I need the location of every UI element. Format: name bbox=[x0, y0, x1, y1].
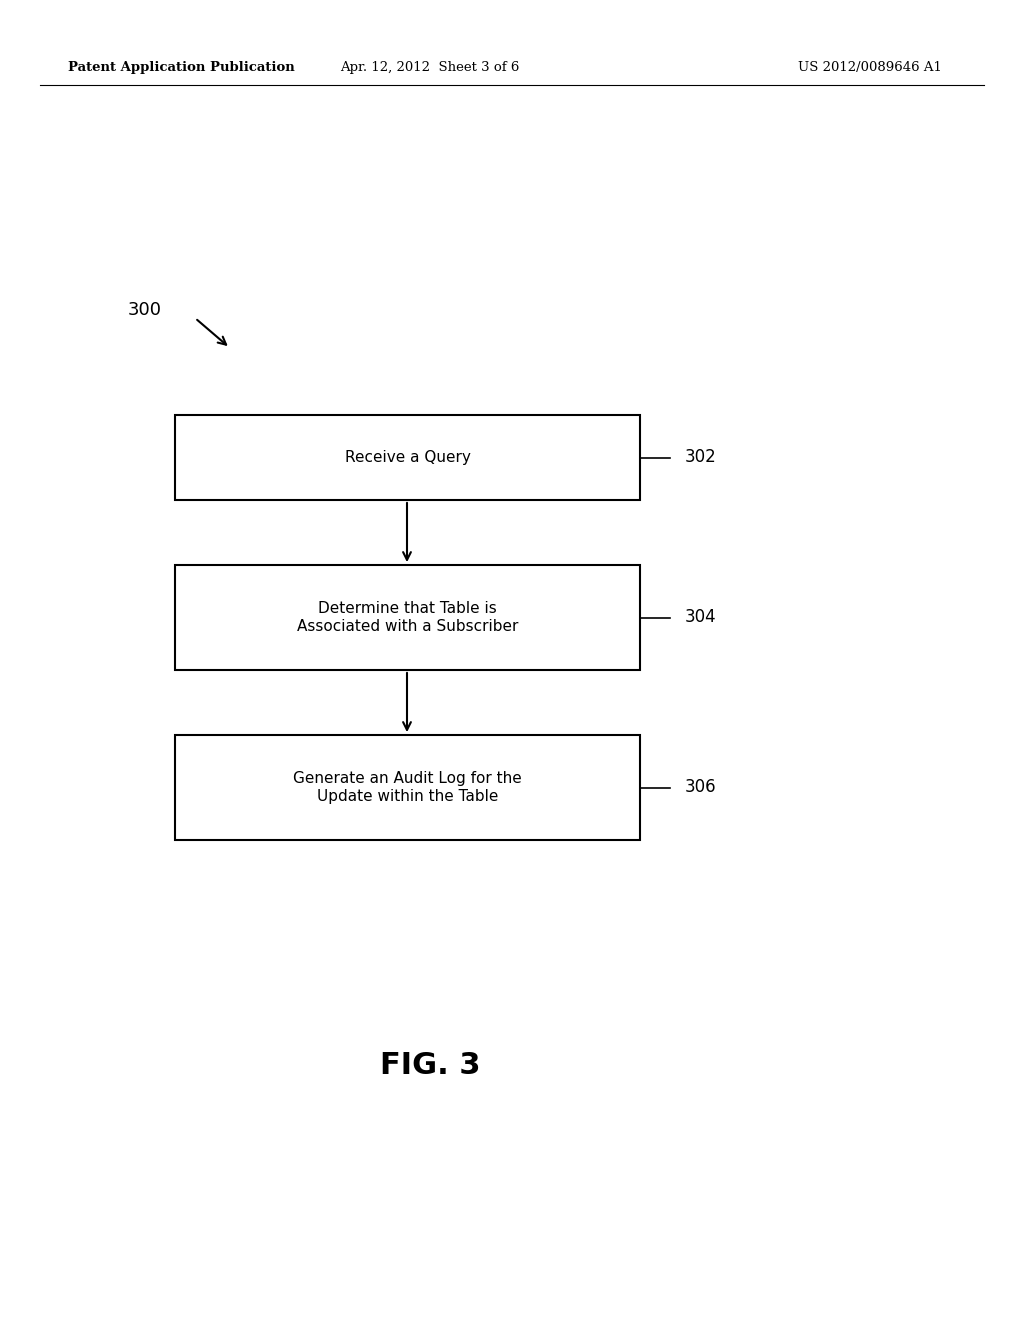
Text: 306: 306 bbox=[685, 779, 717, 796]
Text: Receive a Query: Receive a Query bbox=[344, 450, 470, 465]
Text: 304: 304 bbox=[685, 609, 717, 627]
Text: Apr. 12, 2012  Sheet 3 of 6: Apr. 12, 2012 Sheet 3 of 6 bbox=[340, 62, 520, 74]
Bar bbox=[175, 735, 640, 840]
Text: Generate an Audit Log for the
Update within the Table: Generate an Audit Log for the Update wit… bbox=[293, 771, 522, 804]
Text: FIG. 3: FIG. 3 bbox=[380, 1051, 480, 1080]
Text: 302: 302 bbox=[685, 449, 717, 466]
Text: 300: 300 bbox=[128, 301, 162, 319]
Bar bbox=[175, 565, 640, 671]
Text: Determine that Table is
Associated with a Subscriber: Determine that Table is Associated with … bbox=[297, 602, 518, 634]
Bar bbox=[175, 414, 640, 500]
Text: Patent Application Publication: Patent Application Publication bbox=[68, 62, 295, 74]
Text: US 2012/0089646 A1: US 2012/0089646 A1 bbox=[798, 62, 942, 74]
